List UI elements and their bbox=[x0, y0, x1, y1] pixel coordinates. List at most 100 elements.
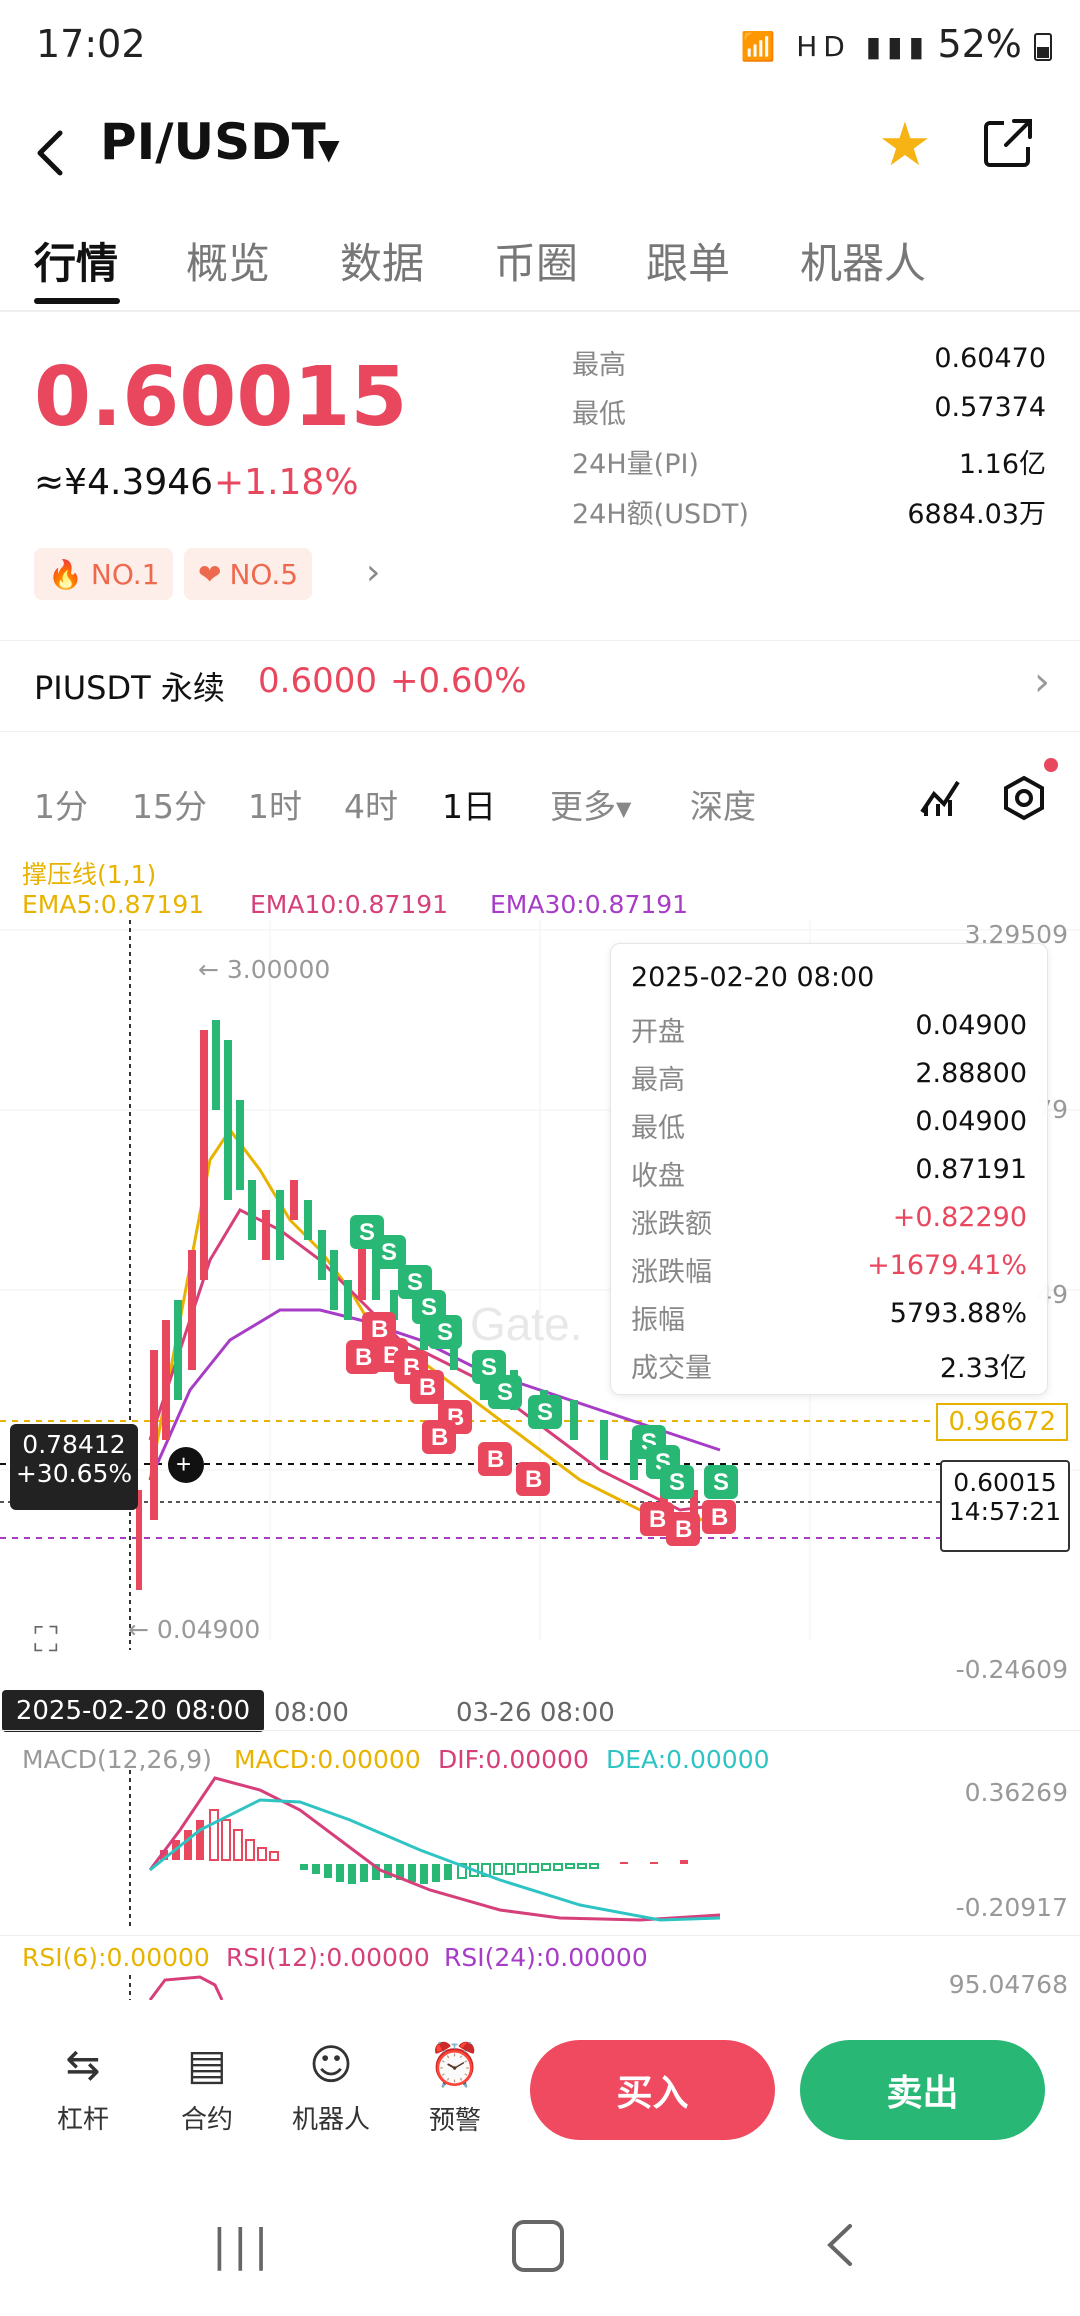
battery-level: 52% bbox=[937, 22, 1052, 66]
timeframe-15m[interactable]: 15分 bbox=[132, 787, 207, 826]
bot-icon: ☺ bbox=[309, 2040, 353, 2089]
stat-label-low: 最低 bbox=[572, 399, 626, 430]
stat-value-turnover: 6884.03万 bbox=[907, 499, 1046, 530]
timeframe-more[interactable]: 更多▼ bbox=[550, 787, 632, 826]
last-price: 0.60015 bbox=[34, 350, 408, 445]
leverage-icon: ⇆ bbox=[65, 2040, 101, 2089]
sell-button[interactable]: 卖出 bbox=[800, 2040, 1045, 2140]
notification-dot bbox=[1044, 758, 1058, 772]
svg-text:S: S bbox=[669, 1469, 685, 1496]
low-marker: ← 0.04900 bbox=[128, 1615, 261, 1644]
recent-apps-icon[interactable]: ||| bbox=[212, 2220, 275, 2271]
wifi-icon: 📶 bbox=[740, 30, 782, 63]
home-icon[interactable] bbox=[512, 2220, 564, 2272]
svg-text:B: B bbox=[371, 1316, 388, 1343]
tab-overview[interactable]: 概览 bbox=[186, 239, 271, 288]
chevron-right-icon: › bbox=[1034, 659, 1050, 705]
status-icons: 📶 HD ▮▮▮ bbox=[740, 30, 930, 63]
nav-alert[interactable]: ⏰ 预警 bbox=[400, 2040, 510, 2137]
nav-contract[interactable]: ▤ 合约 bbox=[152, 2040, 262, 2136]
tooltip-close: 收盘 0.87191 bbox=[631, 1154, 1027, 1192]
rsi12-value: RSI(12):0.00000 bbox=[226, 1943, 430, 1972]
buy-button[interactable]: 买入 bbox=[530, 2040, 775, 2140]
main-tabs: 行情 概览 数据 币圈 跟单 机器人 bbox=[0, 220, 1080, 312]
status-time: 17:02 bbox=[36, 22, 146, 66]
stat-label-high: 最高 bbox=[572, 350, 626, 381]
back-icon[interactable] bbox=[820, 2220, 860, 2270]
svg-text:S: S bbox=[537, 1399, 553, 1426]
macd-title: MACD(12,26,9) bbox=[22, 1745, 212, 1774]
crosshair-date-tag: 2025-02-20 08:00 bbox=[2, 1690, 264, 1732]
ema30-label: EMA30:0.87191 bbox=[490, 890, 689, 919]
support-resistance-label: 撑压线(1,1) bbox=[22, 860, 157, 889]
divider bbox=[0, 1935, 1080, 1936]
tab-bot[interactable]: 机器人 bbox=[800, 239, 927, 288]
tooltip-high: 最高 2.88800 bbox=[631, 1058, 1027, 1096]
battery-icon bbox=[1034, 32, 1052, 61]
perpetual-price: 0.6000 bbox=[258, 661, 377, 701]
trading-pair-title[interactable]: PI/USDT bbox=[100, 113, 326, 171]
share-icon[interactable] bbox=[980, 115, 1036, 171]
ema10-label: EMA10:0.87191 bbox=[250, 890, 449, 919]
tooltip-change-amount: 涨跌额 +0.82290 bbox=[631, 1202, 1027, 1240]
tab-market[interactable]: 行情 bbox=[34, 239, 119, 288]
alarm-icon: ⏰ bbox=[428, 2040, 482, 2089]
svg-text:B: B bbox=[355, 1344, 372, 1371]
hd-label: HD bbox=[796, 30, 851, 63]
price-change-pct: +1.18% bbox=[214, 462, 359, 503]
macd-axis-top: 0.36269 bbox=[964, 1778, 1068, 1807]
svg-text:S: S bbox=[713, 1469, 729, 1496]
rsi-axis-top: 95.04768 bbox=[948, 1970, 1068, 1999]
tab-copytrade[interactable]: 跟单 bbox=[646, 239, 731, 288]
perpetual-change: +0.60% bbox=[390, 661, 527, 701]
watermark: Gate. bbox=[470, 1298, 583, 1350]
svg-text:B: B bbox=[525, 1466, 542, 1493]
svg-text:S: S bbox=[497, 1379, 513, 1406]
candles bbox=[136, 1020, 698, 1590]
nav-leverage[interactable]: ⇆ 杠杆 bbox=[28, 2040, 138, 2136]
svg-text:+: + bbox=[176, 1449, 191, 1479]
timeframe-1h[interactable]: 1时 bbox=[248, 787, 302, 826]
tab-community[interactable]: 币圈 bbox=[494, 239, 579, 288]
rank-badge-fav[interactable]: ❤ NO.5 bbox=[184, 548, 313, 600]
svg-text:S: S bbox=[481, 1354, 497, 1381]
current-price-tag: 0.60015 14:57:21 bbox=[940, 1460, 1070, 1552]
system-navigation: ||| bbox=[0, 2190, 1080, 2316]
perpetual-row[interactable]: PIUSDT 永续 0.6000 +0.60% › bbox=[0, 640, 1080, 732]
divider bbox=[0, 1730, 1080, 1731]
signal-icon: ▮▮▮ bbox=[865, 30, 930, 63]
svg-text:S: S bbox=[437, 1319, 453, 1346]
rsi6-value: RSI(6):0.00000 bbox=[22, 1943, 210, 1972]
depth-tab[interactable]: 深度 bbox=[690, 787, 756, 826]
timeframe-1d[interactable]: 1日 bbox=[442, 787, 496, 826]
svg-text:S: S bbox=[381, 1239, 397, 1266]
fullscreen-icon[interactable]: ⛶ bbox=[34, 1620, 58, 1660]
timeframe-4h[interactable]: 4时 bbox=[344, 787, 398, 826]
indicator-icon[interactable] bbox=[918, 776, 962, 820]
timeframe-1m[interactable]: 1分 bbox=[34, 787, 88, 826]
level-price-tag: 0.96672 bbox=[936, 1403, 1068, 1441]
perpetual-name: PIUSDT 永续 bbox=[34, 669, 225, 707]
macd-value: MACD:0.00000 bbox=[234, 1745, 421, 1774]
x-axis-label-2: 03-26 08:00 bbox=[456, 1698, 615, 1728]
favorite-star-icon[interactable]: ★ bbox=[878, 110, 932, 180]
candlestick-chart[interactable]: Gate. S S bbox=[0, 920, 1080, 1650]
back-arrow-icon[interactable] bbox=[30, 123, 70, 183]
pair-dropdown-icon[interactable]: ▼ bbox=[318, 133, 340, 166]
chevron-right-icon[interactable]: › bbox=[366, 552, 381, 593]
tooltip-volume: 成交量 2.33亿 bbox=[631, 1353, 1027, 1384]
svg-text:B: B bbox=[487, 1446, 504, 1473]
status-bar: 17:02 📶 HD ▮▮▮ 52% bbox=[0, 0, 1080, 95]
svg-text:B: B bbox=[675, 1516, 692, 1543]
nav-bot[interactable]: ☺ 机器人 bbox=[276, 2040, 386, 2136]
fire-icon: 🔥 bbox=[48, 557, 83, 591]
svg-text:S: S bbox=[407, 1269, 423, 1296]
high-marker: ← 3.00000 bbox=[198, 955, 331, 984]
tooltip-low: 最低 0.04900 bbox=[631, 1106, 1027, 1144]
rank-badge-hot[interactable]: 🔥 NO.1 bbox=[34, 548, 174, 600]
tooltip-change-pct: 涨跌幅 +1679.41% bbox=[631, 1250, 1027, 1288]
crosshair-value-tag: 0.78412 +30.65% bbox=[10, 1424, 138, 1510]
rsi24-value: RSI(24):0.00000 bbox=[444, 1943, 648, 1972]
tab-data[interactable]: 数据 bbox=[340, 239, 425, 288]
settings-icon[interactable] bbox=[1000, 774, 1048, 822]
